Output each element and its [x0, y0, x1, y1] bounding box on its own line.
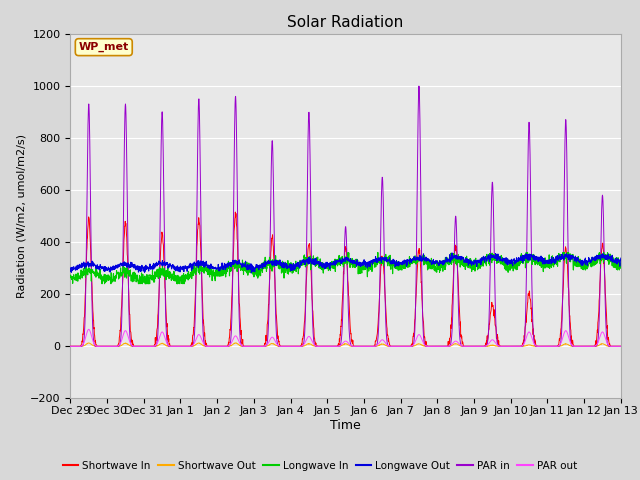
Y-axis label: Radiation (W/m2, umol/m2/s): Radiation (W/m2, umol/m2/s) — [16, 134, 26, 298]
X-axis label: Time: Time — [330, 419, 361, 432]
Text: WP_met: WP_met — [79, 42, 129, 52]
Title: Solar Radiation: Solar Radiation — [287, 15, 404, 30]
Legend: Shortwave In, Shortwave Out, Longwave In, Longwave Out, PAR in, PAR out: Shortwave In, Shortwave Out, Longwave In… — [58, 456, 582, 475]
